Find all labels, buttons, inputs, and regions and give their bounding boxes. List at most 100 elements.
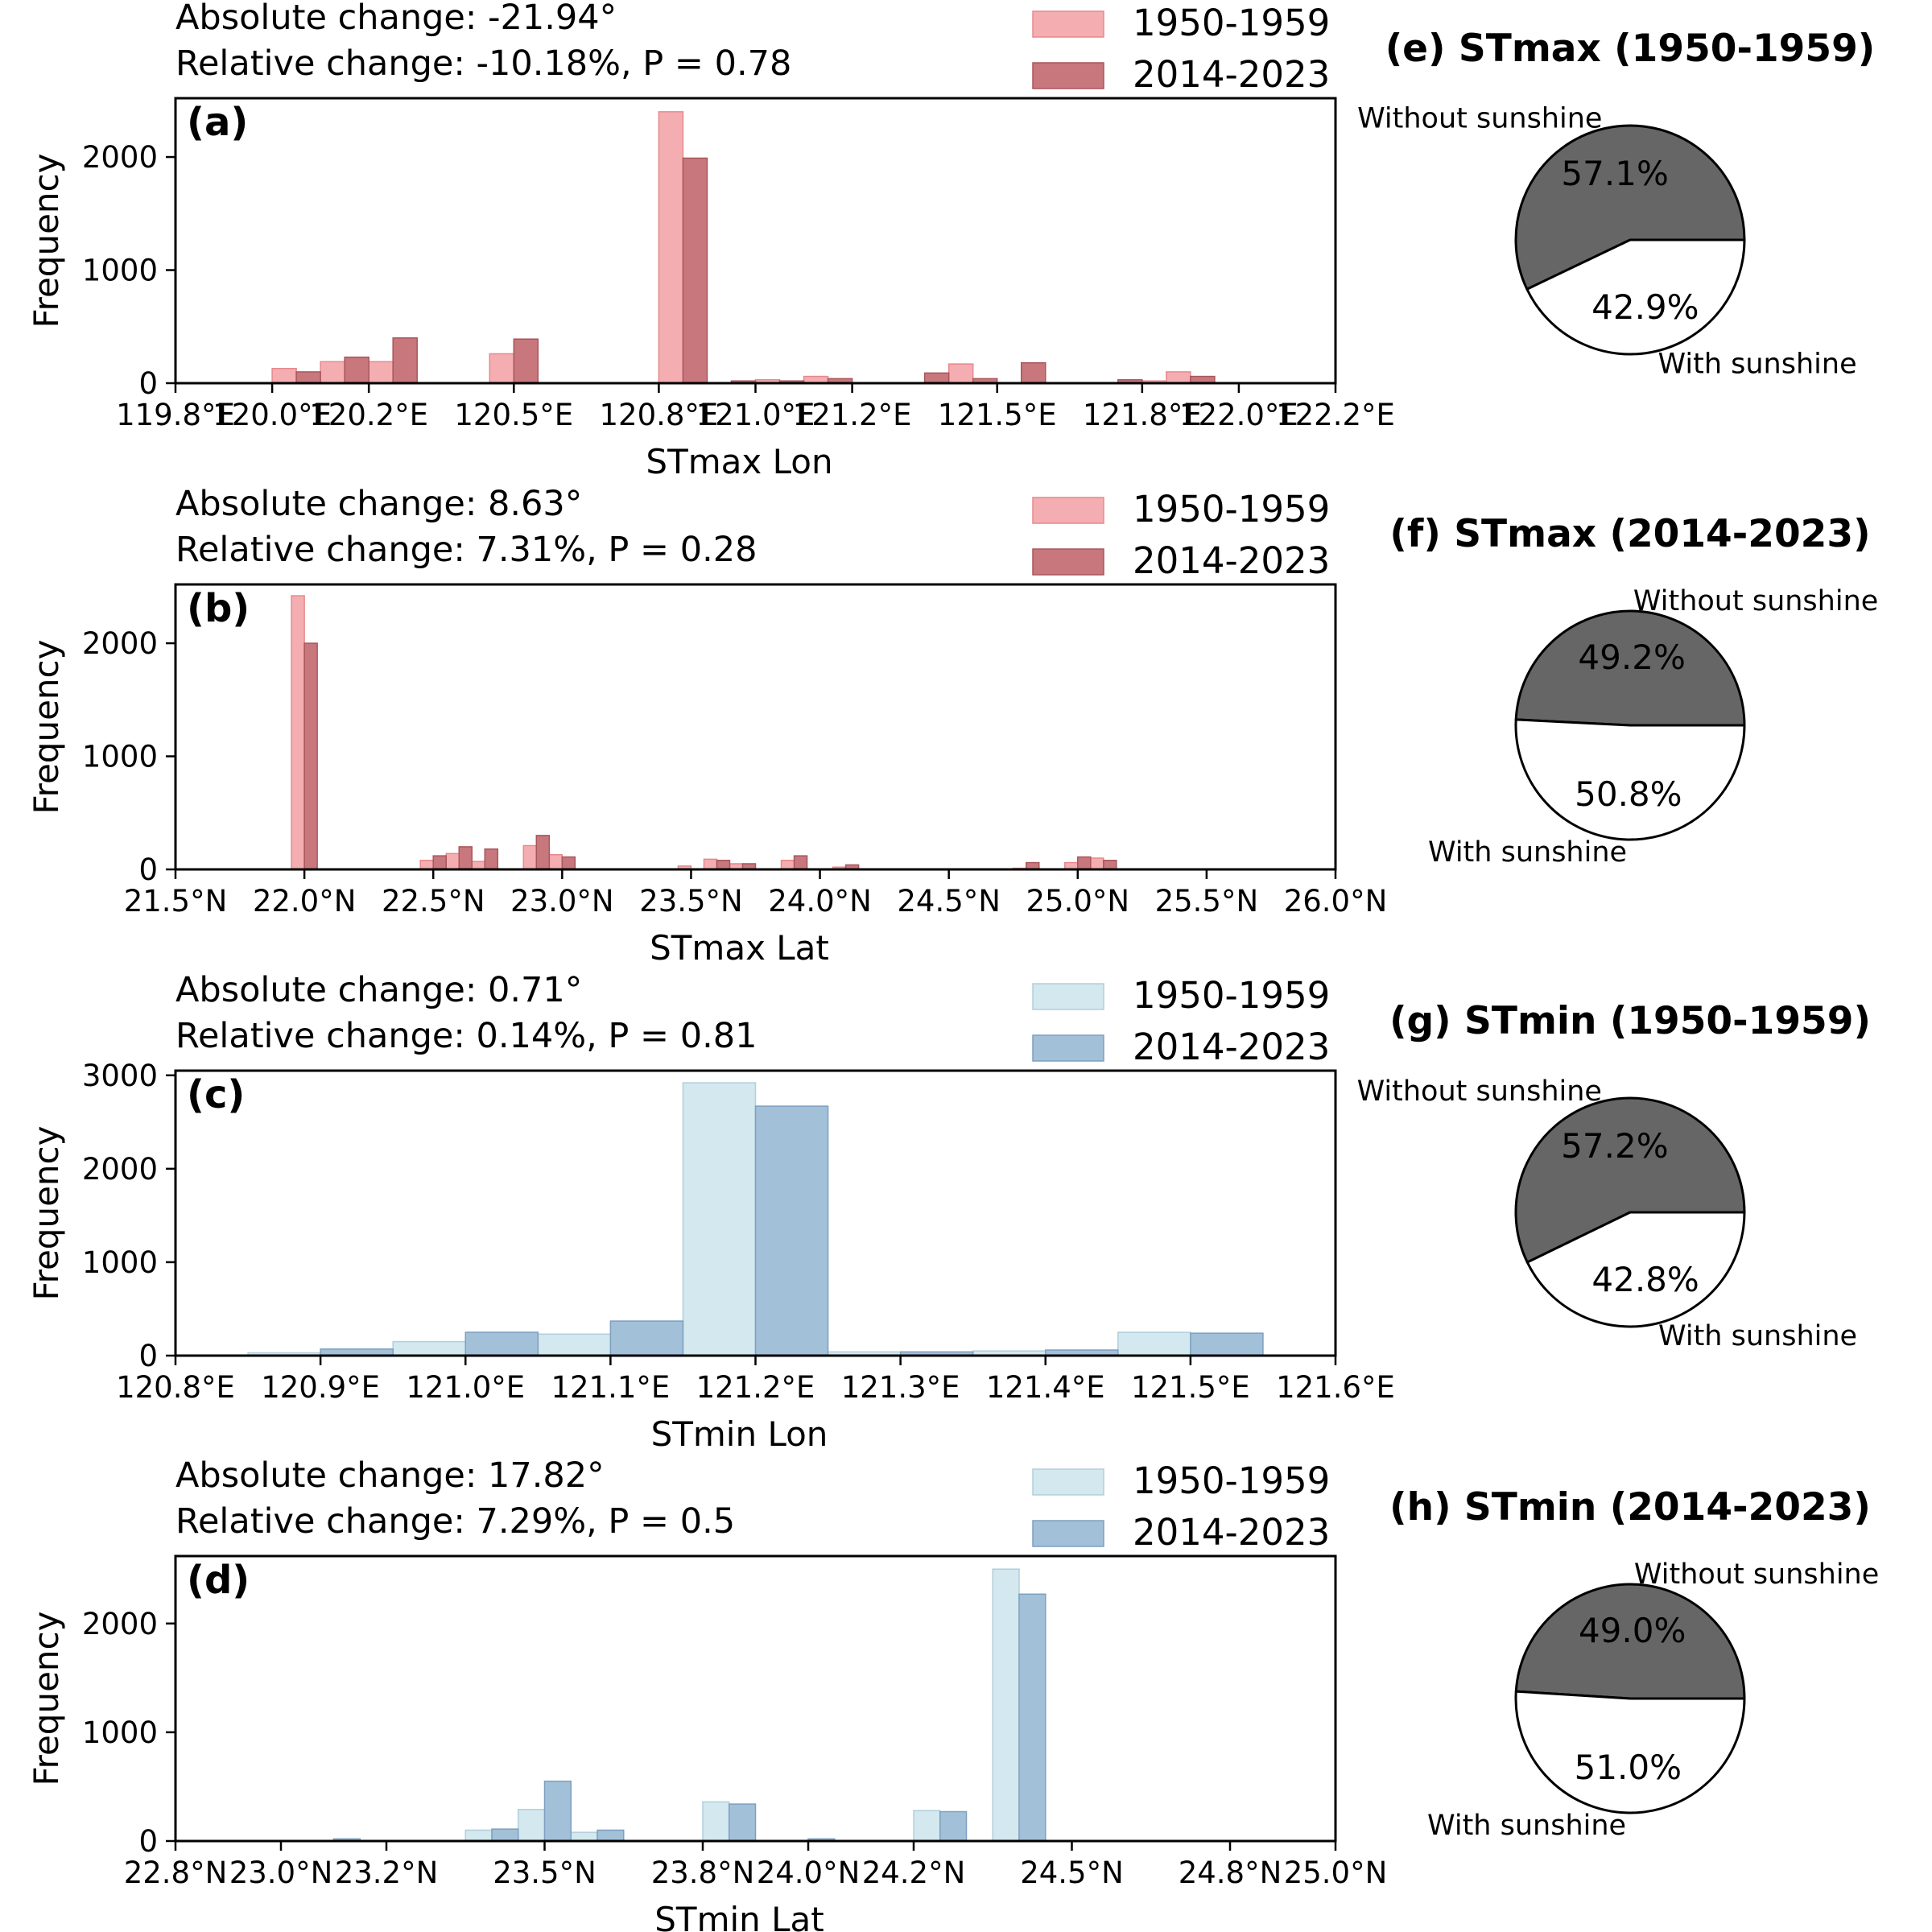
panel-letter: (a)	[187, 100, 248, 145]
y-tick-label: 2000	[82, 1607, 158, 1641]
pie-category-label: With sunshine	[1428, 836, 1627, 869]
y-axis-label: Frequency	[27, 1612, 66, 1786]
x-tick-label: 120.5°E	[454, 398, 573, 432]
y-tick-label: 3000	[82, 1059, 158, 1093]
x-tick-label: 23.0°N	[229, 1856, 333, 1890]
x-tick-label: 121.3°E	[841, 1370, 960, 1405]
x-tick-label: 25.0°N	[1026, 884, 1129, 919]
legend-swatch	[1032, 62, 1104, 89]
y-tick-label: 2000	[82, 626, 158, 661]
x-tick-label: 121.5°E	[938, 398, 1057, 432]
x-tick-label: 121.1°E	[551, 1370, 670, 1405]
bar-early	[464, 1829, 493, 1842]
axes-frame	[174, 583, 1337, 871]
x-axis-label: STmax Lat	[650, 928, 829, 968]
x-tick-label: 24.0°N	[757, 1856, 861, 1890]
y-axis-label: Frequency	[27, 1126, 66, 1301]
bar-recent	[1018, 1593, 1046, 1842]
pie-percent-label: 49.2%	[1578, 638, 1685, 677]
pie-title: (f) STmax (2014-2023)	[1389, 512, 1870, 556]
bar-early	[548, 853, 564, 870]
bar-early	[780, 860, 795, 870]
panel-letter: (c)	[187, 1072, 245, 1117]
x-tick-label: 120.0°E	[213, 398, 332, 432]
pie-category-label: Without sunshine	[1357, 103, 1602, 135]
relative-change-text: Relative change: 7.29%, P = 0.5	[175, 1501, 735, 1542]
x-tick-label: 121.0°E	[696, 398, 815, 432]
bar-early	[570, 1831, 598, 1842]
bar-recent	[344, 356, 369, 384]
x-tick-label: 21.5°N	[124, 884, 228, 919]
y-tick-label: 0	[138, 366, 158, 401]
x-tick-label: 24.5°N	[897, 884, 1001, 919]
legend-label: 1950-1959	[1133, 488, 1330, 530]
x-tick-label: 23.2°N	[335, 1856, 439, 1890]
legend-label: 1950-1959	[1133, 974, 1330, 1017]
bar-early	[419, 860, 434, 870]
x-tick-label: 23.0°N	[510, 884, 614, 919]
x-tick-label: 23.8°N	[651, 1856, 755, 1890]
legend-swatch	[1032, 1468, 1104, 1496]
bar-recent	[392, 337, 418, 384]
pie-panel-4: 49.0% Without sunshine 51.0% With sunshine (…	[1389, 1485, 1879, 1842]
panel-letter: (b)	[187, 586, 250, 631]
bar-early	[682, 1082, 757, 1356]
bar-recent	[923, 372, 950, 384]
y-tick-label: 0	[138, 1339, 158, 1373]
bar-recent	[682, 157, 708, 384]
x-tick-label: 120.8°E	[116, 1370, 235, 1405]
pie-percent-label: 42.8%	[1591, 1260, 1699, 1299]
x-tick-label: 121.0°E	[406, 1370, 525, 1405]
y-axis-label: Frequency	[27, 154, 66, 328]
legend-swatch	[1032, 1034, 1104, 1062]
absolute-change-text: Absolute change: 17.82°	[175, 1455, 605, 1496]
pie-slice-with-sunshine	[1514, 718, 1746, 841]
pie-slice-with-sunshine	[1525, 238, 1746, 356]
pie-category-label: With sunshine	[1427, 1810, 1626, 1842]
pie-percent-label: 57.1%	[1561, 154, 1668, 193]
y-axis-label: Frequency	[27, 640, 66, 815]
y-tick-label: 0	[138, 852, 158, 887]
x-axis-label: STmax Lon	[646, 442, 832, 481]
bar-early	[320, 361, 345, 384]
pie-percent-label: 49.0%	[1579, 1611, 1686, 1650]
x-tick-label: 120.2°E	[309, 398, 428, 432]
pie-slice-without-sunshine	[1514, 1096, 1746, 1264]
x-tick-label: 22.8°N	[124, 1856, 228, 1890]
pie-title: (e) STmax (1950-1959)	[1385, 27, 1876, 71]
bar-early	[445, 852, 460, 870]
bar-recent	[484, 848, 499, 870]
bar-early	[1117, 1331, 1191, 1356]
legend-swatch	[1032, 1520, 1104, 1547]
x-tick-label: 121.6°E	[1276, 1370, 1395, 1405]
bar-early	[947, 363, 974, 384]
bar-recent	[939, 1810, 968, 1842]
pie-category-label: With sunshine	[1658, 1320, 1857, 1352]
x-tick-label: 121.2°E	[793, 398, 912, 432]
bar-early	[522, 844, 538, 870]
bar-early	[271, 367, 297, 384]
y-tick-label: 1000	[82, 254, 158, 288]
panel-letter: (d)	[187, 1558, 250, 1603]
x-tick-label: 122.2°E	[1276, 398, 1395, 432]
x-tick-label: 24.2°N	[862, 1856, 966, 1890]
bar-recent	[464, 1331, 539, 1356]
bar-early	[992, 1568, 1020, 1842]
x-tick-label: 120.9°E	[261, 1370, 380, 1405]
x-axis-label: STmin Lon	[651, 1414, 828, 1454]
bar-early	[368, 361, 394, 384]
pie-slice-without-sunshine	[1514, 1583, 1746, 1700]
y-tick-label: 1000	[82, 1245, 158, 1280]
pie-percent-label: 57.2%	[1561, 1126, 1668, 1166]
legend-label: 2014-2023	[1133, 53, 1330, 96]
x-tick-label: 121.4°E	[986, 1370, 1105, 1405]
pie-panel-1: 57.1% Without sunshine 42.9% With sunshine (…	[1357, 27, 1875, 380]
legend-label: 1950-1959	[1133, 1459, 1330, 1502]
bar-early	[703, 858, 718, 870]
legend-swatch	[1032, 548, 1104, 576]
absolute-change-text: Absolute change: -21.94°	[175, 0, 617, 38]
x-tick-label: 23.5°N	[493, 1856, 597, 1890]
bar-recent	[793, 855, 808, 870]
